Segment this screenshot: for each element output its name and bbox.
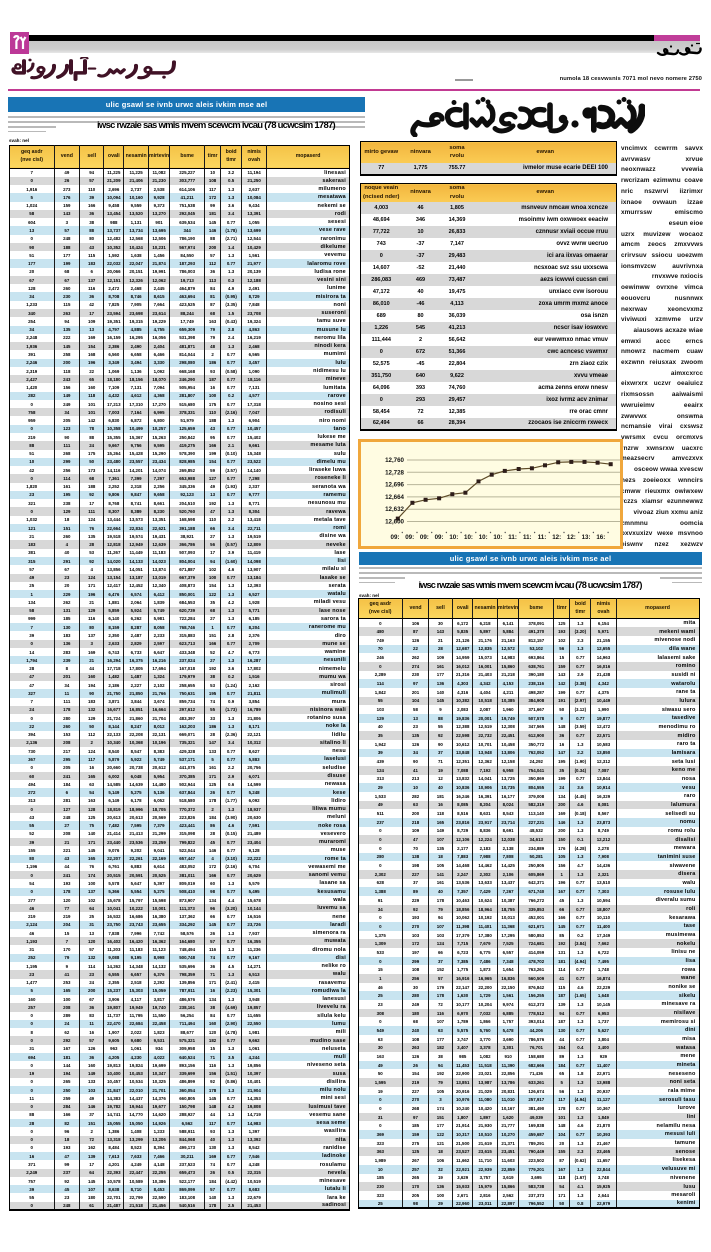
svg-text:12,632: 12,632	[385, 506, 404, 513]
svg-text:11:: 11:	[523, 534, 532, 541]
svg-text:10:: 10:	[479, 534, 488, 541]
svg-text:11:: 11:	[538, 534, 547, 541]
svg-text:10:: 10:	[493, 534, 502, 541]
svg-text:09:: 09:	[435, 534, 444, 541]
svg-text:09:: 09:	[405, 534, 414, 541]
svg-text:12,760: 12,760	[385, 457, 404, 464]
svg-text:09:: 09:	[391, 534, 400, 541]
svg-text:09:: 09:	[420, 534, 429, 541]
svg-text:10:: 10:	[464, 534, 473, 541]
svg-text:11:: 11:	[508, 534, 517, 541]
svg-text:12:: 12:	[567, 534, 576, 541]
svg-text:12,664: 12,664	[385, 494, 404, 501]
svg-text:12,600: 12,600	[385, 519, 404, 526]
svg-text:10:: 10:	[449, 534, 458, 541]
svg-text:13:: 13:	[582, 534, 591, 541]
svg-text:16:: 16:	[596, 534, 605, 541]
svg-text:12:: 12:	[552, 534, 561, 541]
svg-text:12,696: 12,696	[385, 482, 404, 489]
svg-text:12,728: 12,728	[385, 469, 404, 476]
